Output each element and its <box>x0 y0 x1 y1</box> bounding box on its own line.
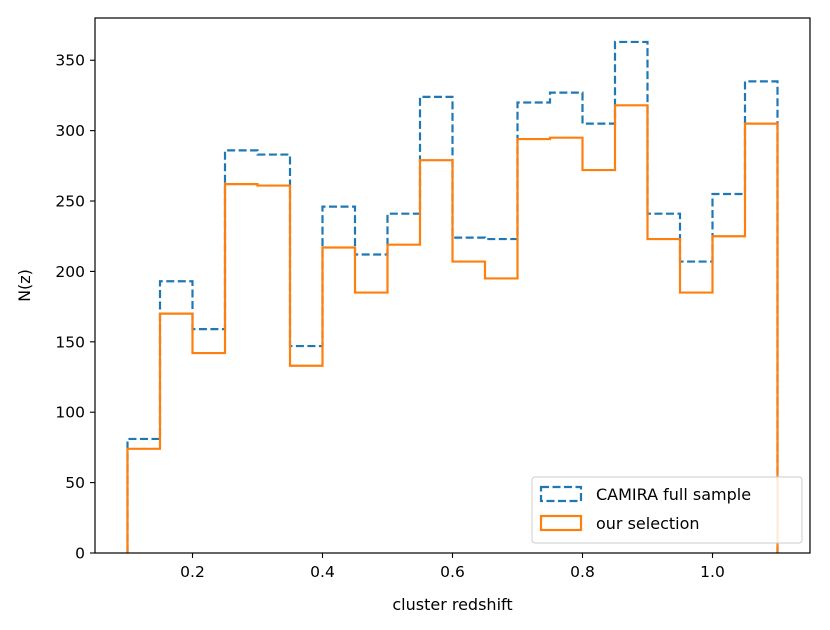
y-axis-label: N(z) <box>15 269 34 302</box>
y-tick-label: 100 <box>55 404 85 422</box>
y-tick-label: 200 <box>55 263 85 281</box>
series-step-camira-full-sample <box>126 40 779 553</box>
y-tick-label: 350 <box>55 52 85 70</box>
x-tick-label: 1.0 <box>700 563 725 581</box>
y-tick-label: 0 <box>75 545 85 563</box>
y-tick-label: 50 <box>65 474 85 492</box>
series-step-our-selection <box>126 104 779 553</box>
x-tick-label: 0.6 <box>440 563 465 581</box>
x-tick-label: 0.8 <box>570 563 595 581</box>
x-axis-label: cluster redshift <box>392 595 512 614</box>
series-layer <box>126 40 779 553</box>
legend-label-camira-full-sample: CAMIRA full sample <box>596 485 751 504</box>
legend-box <box>531 476 803 544</box>
y-tick-label: 300 <box>55 122 85 140</box>
x-tick-label: 0.4 <box>310 563 335 581</box>
y-tick-label: 250 <box>55 193 85 211</box>
legend-label-our-selection: our selection <box>596 514 700 533</box>
legend-swatch-our-selection <box>539 514 583 532</box>
x-axis: 0.2 0.4 0.6 0.8 1.0 <box>180 553 725 581</box>
y-tick-label: 150 <box>55 333 85 351</box>
legend: CAMIRA full sample our selection <box>531 476 803 544</box>
y-axis: 0 50 100 150 200 250 300 350 <box>55 52 95 563</box>
legend-swatch-camira-full-sample <box>539 485 583 503</box>
x-tick-label: 0.2 <box>180 563 205 581</box>
